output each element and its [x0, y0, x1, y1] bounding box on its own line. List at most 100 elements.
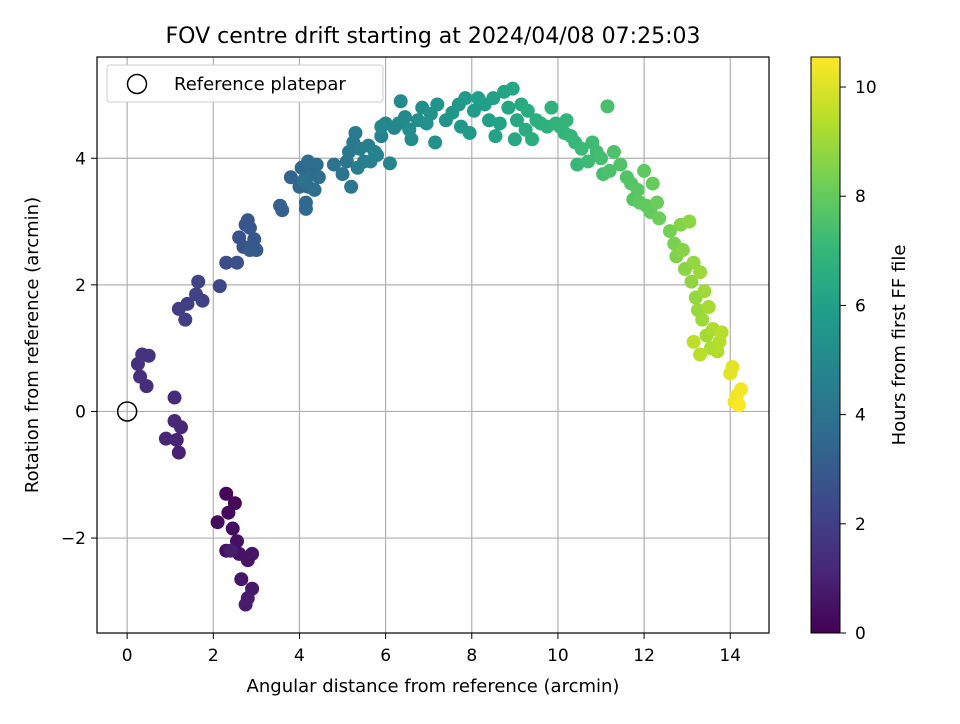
x-tick-label: 4 [294, 646, 305, 666]
x-tick-label: 12 [633, 646, 655, 666]
colorbar-tick-label: 2 [855, 515, 866, 535]
x-tick-label: 10 [547, 646, 569, 666]
data-point [404, 132, 419, 147]
data-point [525, 132, 540, 147]
x-tick-label: 2 [208, 646, 219, 666]
colorbar-tick-label: 8 [855, 187, 866, 207]
data-point [180, 296, 195, 311]
data-point [682, 214, 697, 229]
data-point [482, 113, 496, 128]
data-point [458, 91, 473, 106]
y-tick-label: 4 [75, 149, 86, 169]
data-point [645, 176, 660, 191]
data-point [544, 100, 559, 115]
data-point [520, 103, 535, 118]
data-point [492, 116, 507, 131]
y-tick-label: 2 [75, 276, 86, 296]
data-point [606, 144, 621, 159]
colorbar-tick-label: 10 [855, 78, 877, 98]
data-point [227, 496, 242, 511]
data-point [133, 369, 148, 384]
data-point [225, 521, 240, 536]
colorbar-label: Hours from first FF file [889, 245, 910, 446]
data-point [326, 157, 341, 172]
data-point [301, 154, 316, 169]
data-point [486, 91, 501, 106]
data-point [505, 81, 520, 96]
data-point [662, 224, 677, 239]
data-point [462, 125, 477, 140]
data-point [348, 125, 363, 140]
y-tick-label: 0 [75, 402, 86, 422]
colorbar [810, 56, 841, 634]
data-point [335, 167, 350, 182]
data-point [374, 119, 389, 134]
data-point [686, 334, 701, 349]
data-point [570, 157, 585, 172]
data-point [684, 274, 699, 289]
data-point [714, 325, 729, 340]
data-point [167, 390, 182, 405]
data-point [510, 113, 524, 128]
data-point [350, 160, 365, 175]
data-point [697, 284, 712, 299]
plot-frame [96, 56, 770, 634]
data-point [283, 170, 298, 185]
data-point [501, 100, 516, 115]
data-point [428, 135, 443, 150]
y-axis-ticks: −2 0 2 4 [61, 149, 97, 549]
data-point [307, 182, 322, 197]
data-point [195, 293, 210, 308]
colorbar-tick-label: 0 [855, 624, 866, 644]
legend-label: Reference platepar [174, 74, 346, 95]
data-point [693, 265, 708, 280]
data-point [613, 157, 628, 172]
grid [97, 57, 769, 633]
x-tick-label: 0 [122, 646, 133, 666]
data-point [701, 300, 716, 315]
data-point [466, 103, 481, 118]
data-point [398, 110, 412, 125]
data-point [693, 347, 708, 362]
data-point [169, 432, 184, 447]
data-point [210, 515, 225, 530]
legend: Reference platepar [106, 64, 384, 103]
colorbar-ticks: 0 2 4 6 8 10 [840, 78, 877, 644]
y-tick-label: −2 [61, 529, 86, 549]
y-axis-label: Rotation from reference (arcmin) [22, 197, 43, 493]
data-point [602, 163, 617, 178]
data-point [296, 173, 311, 188]
data-point [594, 151, 608, 166]
data-point [393, 94, 408, 109]
chart-title: FOV centre drift starting at 2024/04/08 … [166, 24, 701, 49]
data-point [695, 312, 710, 327]
data-point [219, 255, 234, 270]
colorbar-tick-label: 4 [855, 406, 866, 426]
data-point [311, 170, 326, 185]
data-point [212, 279, 227, 294]
data-point [507, 132, 522, 147]
colorbar-tick-label: 6 [855, 296, 866, 316]
data-point [581, 154, 596, 169]
data-point [652, 211, 667, 226]
data-point [430, 97, 445, 112]
data-point [230, 255, 244, 270]
data-point [731, 398, 746, 413]
data-point [734, 382, 748, 397]
data-point [242, 220, 257, 235]
x-tick-label: 8 [466, 646, 477, 666]
data-point [344, 179, 359, 194]
data-point [370, 148, 384, 163]
data-point [247, 232, 262, 247]
scatter-points [116, 81, 748, 612]
data-point [382, 156, 397, 171]
data-point [178, 312, 193, 327]
data-point [650, 195, 664, 210]
x-axis-ticks: 0 2 4 6 8 10 12 14 [122, 633, 741, 666]
x-axis-label: Angular distance from reference (arcmin) [247, 676, 620, 697]
data-point [675, 243, 690, 258]
data-point [219, 486, 234, 501]
legend-marker-icon [126, 73, 148, 95]
x-tick-label: 14 [719, 646, 741, 666]
